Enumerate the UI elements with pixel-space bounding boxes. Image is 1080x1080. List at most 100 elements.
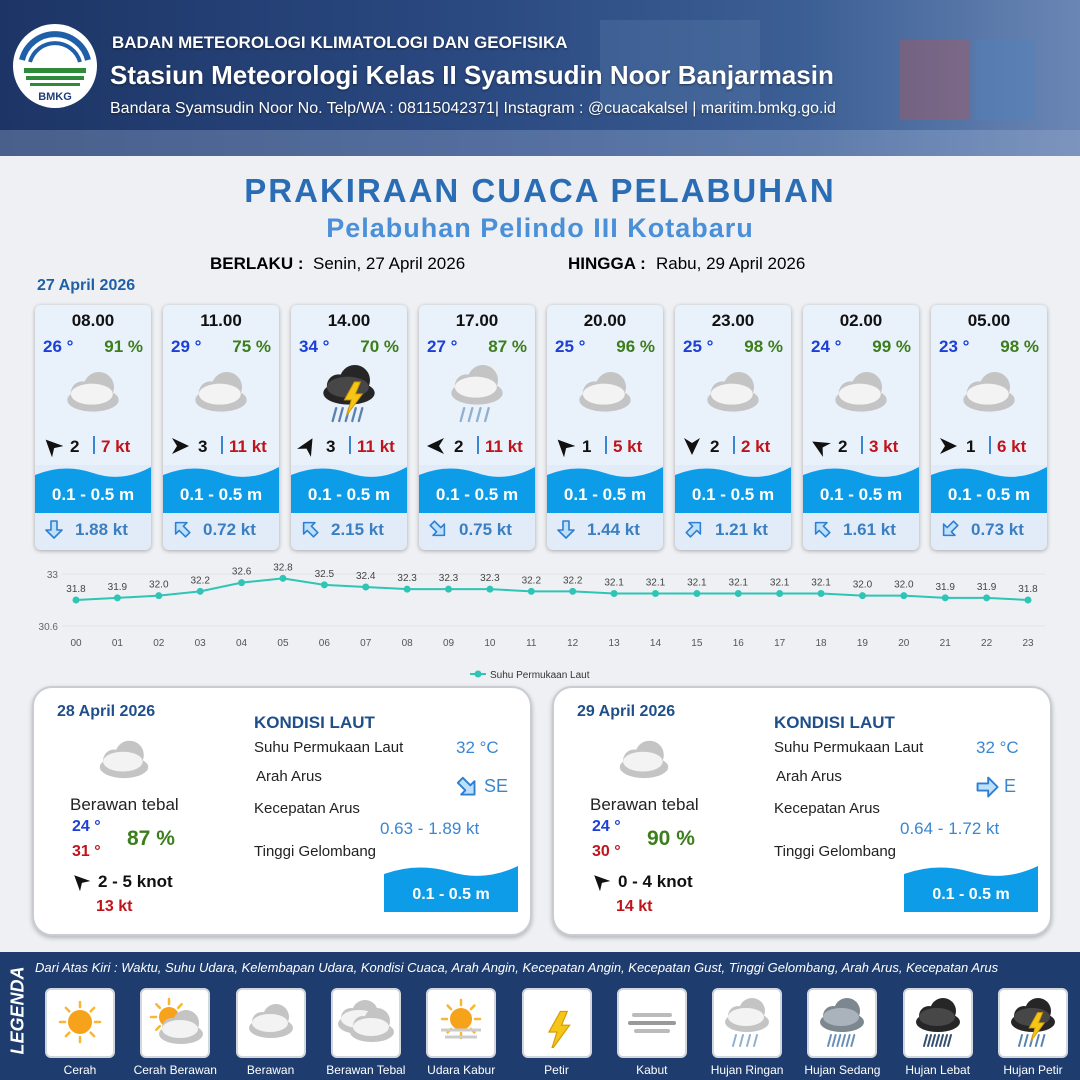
icon-shape (70, 383, 113, 405)
icon-shape (579, 372, 631, 412)
legend-icon (440, 998, 482, 1040)
wave-height: 0.1 - 0.5 m (435, 485, 519, 504)
value-label: 32.3 (439, 573, 459, 584)
wave-label: Tinggi Gelombang (774, 843, 897, 860)
gust: 11 kt (357, 437, 395, 456)
contact: Bandara Syamsudin Noor No. Telp/WA : 081… (110, 100, 836, 117)
icon-shape (1034, 1034, 1040, 1047)
time: 17.00 (455, 311, 499, 330)
icon-shape (946, 1034, 952, 1047)
value-label: 32.0 (894, 580, 914, 591)
value-label: 31.8 (1018, 584, 1038, 595)
icon-shape (68, 1010, 92, 1034)
icon-shape (352, 1018, 389, 1036)
icon-shape (838, 383, 881, 405)
current-speed-label: Kecepatan Arus (774, 800, 880, 817)
weather-icon (619, 740, 669, 779)
x-tick-label: 03 (195, 638, 207, 649)
icon-shape (1018, 1034, 1023, 1047)
icon-shape (582, 383, 625, 405)
gust: 13 kt (96, 898, 133, 915)
value-label: 32.1 (646, 578, 666, 589)
current-speed: 1.88 kt (75, 520, 128, 539)
icon-shape (155, 1024, 162, 1031)
icon-shape (297, 438, 313, 457)
forecast-card: 08.00 26 ° 91 % 2 7 kt 0.1 - 0.5 m 1.88 kt (35, 305, 151, 550)
weather-icon (195, 372, 247, 412)
sst-chart: 30.6 33 00 01 02 03 04 05 06 07 08 09 10 11 12 13 14 15 16… (39, 562, 1045, 681)
humidity: 70 % (360, 337, 399, 356)
temp-min: 24 ° (592, 818, 621, 835)
value-label: 31.9 (977, 582, 997, 593)
date: 29 April 2026 (577, 703, 676, 720)
x-tick-label: 05 (277, 638, 289, 649)
x-tick-label: 23 (1022, 638, 1034, 649)
time: 05.00 (967, 311, 1011, 330)
legend-dot (474, 670, 482, 678)
legend-item: Petir (544, 1063, 569, 1077)
icon-shape (469, 1004, 476, 1011)
point (362, 583, 370, 591)
icon-shape (930, 1034, 936, 1047)
x-tick-label: 01 (112, 638, 124, 649)
point (569, 587, 577, 595)
icon-shape (343, 381, 364, 417)
legend-icon (58, 1000, 102, 1044)
wind-direction (297, 438, 313, 457)
x-tick-label: 15 (691, 638, 703, 649)
point (941, 594, 949, 602)
legend-item: Udara Kabur (427, 1063, 496, 1077)
icon-shape (732, 1034, 738, 1047)
legend-item: Cerah (63, 1063, 97, 1077)
legend-item: Hujan Ringan (710, 1063, 784, 1077)
forecast-card: 17.00 27 ° 87 % 2 11 kt 0.1 - 0.5 m 0.75 kt (419, 305, 535, 550)
icon-shape (827, 1034, 833, 1047)
point (693, 590, 701, 597)
icon-shape (812, 441, 831, 457)
icon-shape (349, 1008, 394, 1042)
icon-shape (248, 1004, 293, 1038)
icon-shape (177, 1003, 184, 1010)
icon-shape (30, 83, 80, 86)
point (445, 585, 453, 593)
legend-item: Berawan Tebal (326, 1063, 406, 1077)
icon-shape (338, 406, 344, 423)
legend-icon (627, 1013, 676, 1033)
wind-speed: 2 (710, 437, 720, 456)
icon-shape (1023, 1034, 1029, 1047)
time: 20.00 (583, 311, 627, 330)
current-speed: 0.72 kt (203, 520, 256, 539)
humidity: 96 % (616, 337, 655, 356)
icon-shape (427, 438, 444, 454)
icon-shape (823, 1008, 860, 1026)
icon-shape (198, 383, 241, 405)
wave-shape (904, 866, 1038, 912)
outlook-panel: 29 April 2026 Berawan tebal 24 ° 30 ° 90 % 0 … (552, 686, 1052, 936)
y-tick-label: 30.6 (39, 622, 59, 633)
point (651, 590, 659, 597)
current-direction (814, 521, 831, 538)
wind-speed: 3 (198, 437, 208, 456)
legend-icon-box (521, 988, 592, 1058)
x-tick-label: 12 (567, 638, 579, 649)
icon-shape (803, 467, 919, 513)
wind-speed: 2 (838, 437, 848, 456)
icon-shape (357, 406, 364, 423)
legend-icon-box (616, 988, 687, 1058)
legend-icon (1011, 998, 1055, 1047)
point (196, 587, 204, 595)
icon-shape (89, 1006, 96, 1013)
legend-icon-box (140, 988, 211, 1058)
wave-height: 0.1 - 0.5 m (179, 485, 263, 504)
condition: Berawan tebal (590, 795, 699, 814)
icon-shape (456, 776, 476, 796)
x-tick-label: 08 (402, 638, 414, 649)
wind-speed: 1 (582, 437, 592, 456)
icon-shape (446, 1004, 453, 1011)
wind-direction (812, 441, 831, 457)
wave-height: 0.1 - 0.5 m (307, 485, 391, 504)
x-tick-label: 06 (319, 638, 331, 649)
icon-shape (684, 438, 700, 455)
point (403, 585, 411, 593)
